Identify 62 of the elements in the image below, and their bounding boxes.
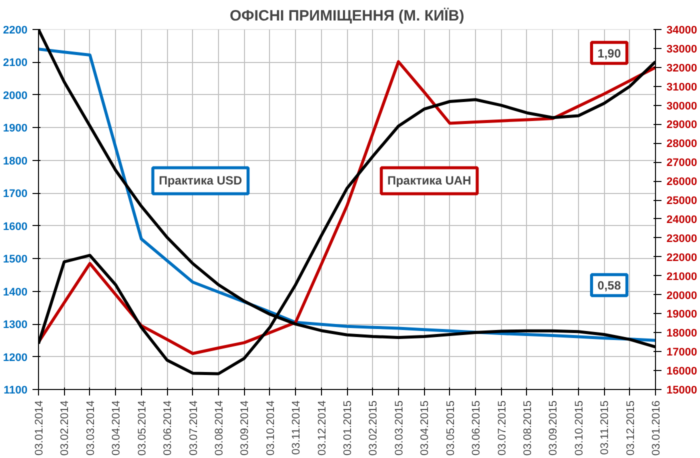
y2-tick-label: 28000 — [666, 138, 698, 150]
annotation: 0,58 — [598, 278, 622, 293]
y-tick-label: 2100 — [3, 57, 28, 70]
x-tick-label: 03.04.2015 — [419, 400, 432, 456]
y2-tick-label: 33000 — [666, 43, 698, 56]
x-tick-label: 03.03.2015 — [393, 400, 406, 456]
y2-tick-label: 26000 — [666, 176, 698, 188]
x-tick-label: 03.07.2015 — [496, 400, 508, 456]
y-tick-label: 1100 — [4, 384, 28, 396]
y2-tick-label: 19000 — [666, 308, 698, 321]
y2-tick-label: 17000 — [666, 346, 698, 359]
y2-tick-label: 29000 — [666, 119, 698, 132]
y2-tick-label: 27000 — [666, 157, 698, 170]
y-tick-label: 1600 — [3, 220, 28, 233]
y2-tick-label: 22000 — [666, 252, 698, 264]
x-tick-label: 03.05.2015 — [444, 400, 457, 456]
x-tick-label: 03.03.2014 — [84, 400, 97, 456]
x-tick-label: 03.09.2014 — [239, 400, 252, 456]
y2-tick-label: 32000 — [666, 62, 698, 74]
x-tick-label: 03.02.2014 — [59, 400, 72, 456]
x-tick-label: 03.04.2014 — [110, 400, 123, 456]
y-tick-label: 1200 — [3, 352, 28, 364]
y2-tick-label: 34000 — [666, 24, 698, 36]
x-tick-label: 03.12.2015 — [624, 400, 637, 456]
x-tick-label: 03.01.2014 — [34, 400, 46, 456]
x-tick-label: 03.07.2014 — [188, 400, 200, 456]
x-tick-label: 03.12.2014 — [316, 400, 328, 456]
annotation: 1,90 — [598, 46, 622, 60]
x-tick-label: 03.11.2015 — [599, 400, 612, 455]
y-tick-label: 1900 — [3, 122, 28, 135]
y-tick-label: 2000 — [3, 90, 28, 102]
x-tick-label: 03.01.2016 — [650, 400, 662, 456]
x-tick-label: 03.08.2014 — [213, 400, 226, 456]
x-tick-label: 03.08.2015 — [522, 400, 534, 456]
y-tick-label: 1300 — [3, 319, 28, 332]
y-tick-label: 1700 — [3, 188, 28, 200]
chart-title: ОФІСНІ ПРИМІЩЕННЯ (М. КИЇВ) — [230, 8, 464, 24]
y2-tick-label: 24000 — [666, 214, 698, 226]
y2-tick-label: 21000 — [666, 270, 698, 283]
x-tick-label: 03.02.2015 — [368, 400, 380, 456]
y-tick-label: 1400 — [3, 286, 28, 298]
x-tick-label: 03.06.2015 — [470, 400, 483, 456]
x-tick-label: 03.06.2014 — [162, 400, 174, 456]
x-tick-label: 03.05.2014 — [136, 400, 148, 456]
x-tick-label: 03.09.2015 — [548, 400, 560, 456]
x-tick-label: 03.10.2015 — [573, 400, 586, 456]
y-tick-label: 2200 — [3, 24, 28, 36]
x-tick-label: 03.10.2014 — [264, 400, 277, 456]
x-tick-label: 03.11.2014 — [290, 400, 303, 455]
y-tick-label: 1500 — [3, 254, 28, 266]
y2-tick-label: 30000 — [666, 100, 698, 112]
y2-tick-label: 25000 — [666, 195, 698, 208]
y2-tick-label: 20000 — [666, 290, 698, 302]
y2-tick-label: 23000 — [666, 232, 698, 245]
y2-tick-label: 18000 — [666, 328, 698, 340]
text: Практика UAH — [387, 174, 472, 188]
y2-tick-label: 16000 — [666, 366, 698, 378]
text: Практика USD — [158, 174, 242, 188]
y2-tick-label: 31000 — [666, 81, 698, 94]
y2-tick-label: 15000 — [666, 384, 698, 396]
y-tick-label: 1800 — [3, 155, 28, 168]
x-tick-label: 03.01.2015 — [342, 400, 354, 456]
